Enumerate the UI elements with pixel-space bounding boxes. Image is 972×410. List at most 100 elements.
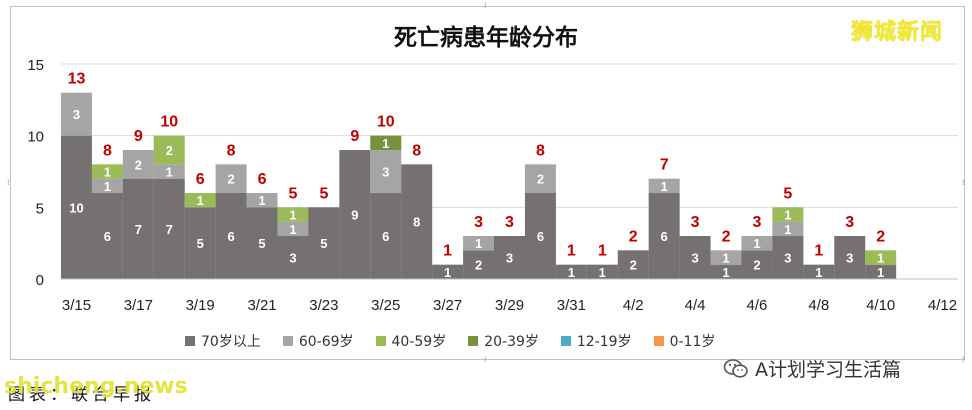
total-label: 6 — [258, 171, 267, 188]
segment-label: 2 — [630, 258, 637, 273]
segment-label: 2 — [228, 172, 235, 187]
segment-label: 1 — [722, 251, 729, 266]
segment-label: 1 — [877, 265, 884, 280]
bar-segment — [648, 178, 680, 193]
bar-segment — [91, 164, 123, 179]
resize-handle-bottom[interactable]: ⁞ — [484, 355, 487, 364]
segment-label: 10 — [69, 200, 83, 215]
y-tick-label: 5 — [36, 200, 44, 217]
segment-label: 7 — [135, 222, 142, 237]
total-label: 8 — [536, 142, 545, 159]
x-tick-label: 4/12 — [928, 297, 957, 314]
segment-label: 6 — [228, 229, 235, 244]
bar-segment — [339, 150, 371, 279]
resize-handle-top[interactable]: ⁞ — [484, 1, 487, 10]
x-tick-label: 3/15 — [62, 297, 91, 314]
bar-segment — [803, 264, 835, 279]
chart-legend: 70岁以上 60-69岁 40-59岁 20-39岁 12-19岁 0-11岁 — [185, 331, 715, 351]
total-label: 3 — [505, 214, 514, 231]
segment-label: 2 — [166, 143, 173, 158]
bar-segment — [586, 264, 618, 279]
x-tick-label: 3/23 — [309, 297, 338, 314]
total-label: 1 — [598, 243, 607, 260]
bar-segment — [277, 221, 309, 236]
total-label: 9 — [350, 128, 359, 145]
y-tick-label: 15 — [27, 57, 44, 74]
bar-segment — [60, 92, 92, 136]
segment-label: 5 — [197, 236, 204, 251]
segment-label: 2 — [135, 157, 142, 172]
total-label: 2 — [876, 228, 885, 245]
bar-segment — [370, 135, 402, 150]
segment-label: 2 — [475, 258, 482, 273]
bar-segment — [401, 164, 433, 279]
account-caption: A计划学习生活篇 — [723, 355, 901, 382]
bar-segment — [215, 164, 247, 193]
bar-segment — [772, 207, 804, 222]
bar-segment — [834, 236, 866, 279]
segment-label: 1 — [382, 136, 389, 151]
x-tick-label: 4/8 — [808, 297, 829, 314]
segment-label: 1 — [166, 165, 173, 180]
segment-label: 1 — [258, 193, 265, 208]
segment-label: 3 — [73, 107, 80, 122]
bar-segment — [648, 193, 680, 279]
legend-item: 70岁以上 — [185, 331, 261, 351]
total-label: 1 — [814, 243, 823, 260]
bar-segment — [710, 250, 742, 265]
resize-handle-right[interactable]: ⁞ — [962, 178, 965, 187]
legend-swatch — [282, 336, 293, 346]
segment-label: 2 — [537, 172, 544, 187]
resize-handle-left[interactable]: ⁞ — [7, 178, 10, 187]
total-label: 7 — [660, 157, 669, 174]
segment-label: 1 — [815, 265, 822, 280]
total-label: 10 — [160, 114, 178, 131]
x-tick-label: 3/19 — [186, 297, 215, 314]
segment-label: 3 — [289, 251, 296, 266]
segment-label: 1 — [289, 222, 296, 237]
legend-swatch — [375, 336, 386, 346]
x-tick-label: 4/6 — [747, 297, 768, 314]
bar-segment — [710, 264, 742, 279]
total-label: 6 — [196, 171, 205, 188]
total-label: 3 — [474, 214, 483, 231]
segment-label: 1 — [784, 208, 791, 223]
y-tick-label: 10 — [27, 129, 44, 146]
bar-segment — [463, 236, 495, 251]
total-label: 9 — [134, 128, 143, 145]
legend-item: 20-39岁 — [468, 331, 539, 351]
bar-segment — [60, 135, 92, 279]
total-label: 3 — [691, 214, 700, 231]
legend-label: 0-11岁 — [669, 334, 716, 350]
legend-item: 0-11岁 — [653, 331, 716, 351]
total-label: 8 — [227, 142, 236, 159]
total-label: 10 — [377, 114, 395, 131]
bar-segment — [865, 250, 897, 265]
segment-label: 1 — [104, 165, 111, 180]
bar-segment — [617, 250, 649, 279]
resize-handle-bottom-right[interactable]: ⁞ — [962, 355, 965, 364]
account-name: A计划学习生活篇 — [755, 359, 901, 381]
legend-label: 12-19岁 — [576, 334, 632, 350]
source-caption: 图表：联合早报 — [8, 385, 155, 405]
total-label: 2 — [722, 228, 731, 245]
bar-segment — [215, 193, 247, 279]
legend-label: 40-59岁 — [391, 334, 447, 350]
wechat-icon — [723, 358, 748, 378]
bar-segment — [865, 264, 897, 279]
x-tick-label: 4/10 — [866, 297, 895, 314]
segment-label: 6 — [382, 229, 389, 244]
legend-swatch — [653, 336, 664, 346]
y-tick-label: 0 — [36, 272, 44, 289]
x-tick-label: 3/25 — [371, 297, 400, 314]
segment-label: 3 — [382, 165, 389, 180]
segment-label: 6 — [104, 229, 111, 244]
bar-segment — [246, 207, 278, 279]
segment-label: 3 — [506, 251, 513, 266]
segment-label: 1 — [444, 265, 451, 280]
bar-segment — [463, 250, 495, 279]
segment-label: 1 — [661, 179, 668, 194]
segment-label: 1 — [568, 265, 575, 280]
brand-watermark: 狮城新闻 — [851, 20, 944, 45]
